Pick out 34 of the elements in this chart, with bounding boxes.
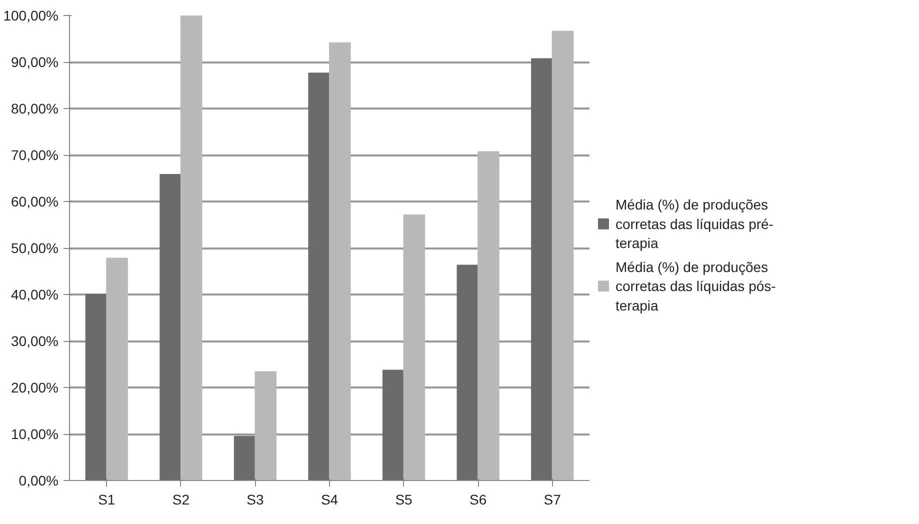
y-tick-label: 70,00% xyxy=(11,147,58,163)
bar xyxy=(85,294,108,480)
y-tick-label: 20,00% xyxy=(11,380,58,396)
y-tick-label: 80,00% xyxy=(11,100,58,116)
x-tick-label: S1 xyxy=(98,492,116,508)
y-tick-label: 50,00% xyxy=(11,240,58,256)
bar xyxy=(308,72,330,480)
y-tick-label: 60,00% xyxy=(11,194,58,210)
bar xyxy=(160,174,182,480)
bar xyxy=(106,258,128,480)
legend-label: Média (%) de produções corretas das líquidas pós-terapia xyxy=(616,258,776,314)
y-tick-label: 40,00% xyxy=(11,286,58,302)
legend-label: Média (%) de produções corretas das líquidas pré-terapia xyxy=(616,196,774,252)
x-tick-label: S5 xyxy=(395,492,413,508)
bar xyxy=(254,371,277,480)
x-tick-label: S6 xyxy=(470,492,487,508)
bar xyxy=(180,16,202,480)
bar xyxy=(456,264,479,480)
bar xyxy=(531,58,553,480)
x-tick-label: S7 xyxy=(544,492,562,508)
bar xyxy=(234,436,256,480)
bar xyxy=(403,214,426,480)
x-tick-label: S4 xyxy=(320,492,338,508)
x-tick-label: S2 xyxy=(172,492,190,508)
y-tick-label: 30,00% xyxy=(11,333,58,349)
y-tick-label: 100,00% xyxy=(3,8,59,24)
bar xyxy=(329,42,351,480)
bar xyxy=(478,151,500,480)
bar xyxy=(552,30,574,480)
y-tick-label: 0,00% xyxy=(18,472,59,488)
x-tick-label: S3 xyxy=(246,492,264,508)
y-tick-label: 10,00% xyxy=(11,426,58,442)
bar xyxy=(382,370,404,480)
y-tick-label: 90,00% xyxy=(11,54,58,70)
